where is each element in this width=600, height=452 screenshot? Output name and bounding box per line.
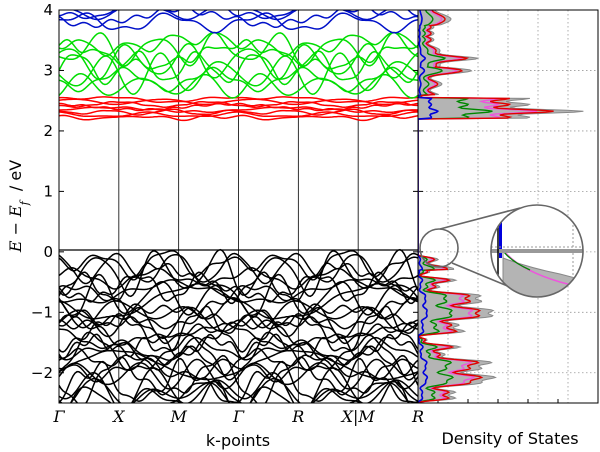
red-band-line (59, 111, 418, 118)
valence-band-line (59, 354, 418, 403)
dos-panel: Density of States (417, 9, 599, 448)
green-band-line (59, 72, 418, 99)
blue-band-line (59, 10, 418, 20)
red-band-line (59, 101, 418, 108)
x-axis-label: k-points (206, 431, 270, 450)
total-dos-area (418, 10, 584, 403)
kpoint-label: R (411, 407, 424, 426)
valence-band-line (59, 358, 418, 390)
valence-band-line (59, 333, 418, 360)
valence-band-line (59, 331, 418, 381)
y-tick-label: 3 (43, 61, 53, 79)
red-band-line (59, 108, 418, 116)
y-tick-label: 0 (43, 243, 53, 261)
kpoint-label: Γ (232, 407, 245, 426)
red-band-line (59, 102, 418, 112)
dos-axis-label: Density of States (441, 429, 578, 448)
band-structure-panel: 4 3 2 1 0 −1 −2 Γ X M Γ R X|M R k-points E − Ef/ eV (6, 1, 424, 450)
valence-band-line (59, 303, 418, 340)
valence-band-line (59, 304, 418, 330)
kpoint-label: R (291, 407, 304, 426)
y-tick-label: −1 (31, 303, 53, 321)
y-tick-label: −2 (31, 364, 53, 382)
y-tick-label: 1 (43, 182, 53, 200)
kpoint-label: M (169, 407, 187, 426)
zoom-circle (490, 204, 584, 298)
y-tick-label: 2 (43, 122, 53, 140)
green-band-line (59, 31, 418, 57)
zoom-inset (419, 204, 584, 298)
x-axis-kpoint-labels: Γ X M Γ R X|M R (52, 399, 424, 426)
valence-band-line (59, 273, 418, 318)
blue-band-line (59, 12, 418, 34)
valence-band-line (59, 322, 418, 350)
zoom-content (491, 205, 583, 297)
zoom-pdos-blue (499, 218, 502, 258)
zoom-pdos-green (503, 251, 531, 271)
zoom-source-circle (419, 228, 459, 268)
green-band-line (59, 31, 418, 67)
y-axis-label: E − Ef/ eV (6, 160, 31, 253)
kpoint-label: Γ (52, 407, 65, 426)
valence-band-line (59, 262, 418, 303)
red-band-line (59, 106, 418, 114)
green-band-line (59, 52, 418, 95)
valence-band-line (59, 248, 418, 298)
red-band-line (59, 98, 418, 106)
red-band-line (59, 96, 418, 103)
zoom-connector-top (439, 207, 521, 230)
dos-curves (418, 10, 584, 403)
y-tick-label: 4 (43, 1, 53, 19)
green-band-line (59, 50, 418, 86)
pdos-red-line (418, 10, 554, 403)
y-axis-ticks: 4 3 2 1 0 −1 −2 (31, 1, 418, 382)
valence-band-line (59, 250, 418, 281)
valence-band-line (59, 271, 418, 305)
green-band-line (59, 38, 418, 70)
blue-band-line (59, 10, 418, 21)
valence-band-line (59, 282, 418, 320)
valence-band-line (59, 305, 418, 353)
valence-band-line (59, 267, 418, 290)
kpoint-label: X|M (340, 407, 376, 426)
band-curves (59, 10, 418, 403)
valence-band-line (59, 279, 418, 304)
dos-panel-frame (417, 9, 599, 404)
kpoint-label: X (111, 407, 125, 426)
